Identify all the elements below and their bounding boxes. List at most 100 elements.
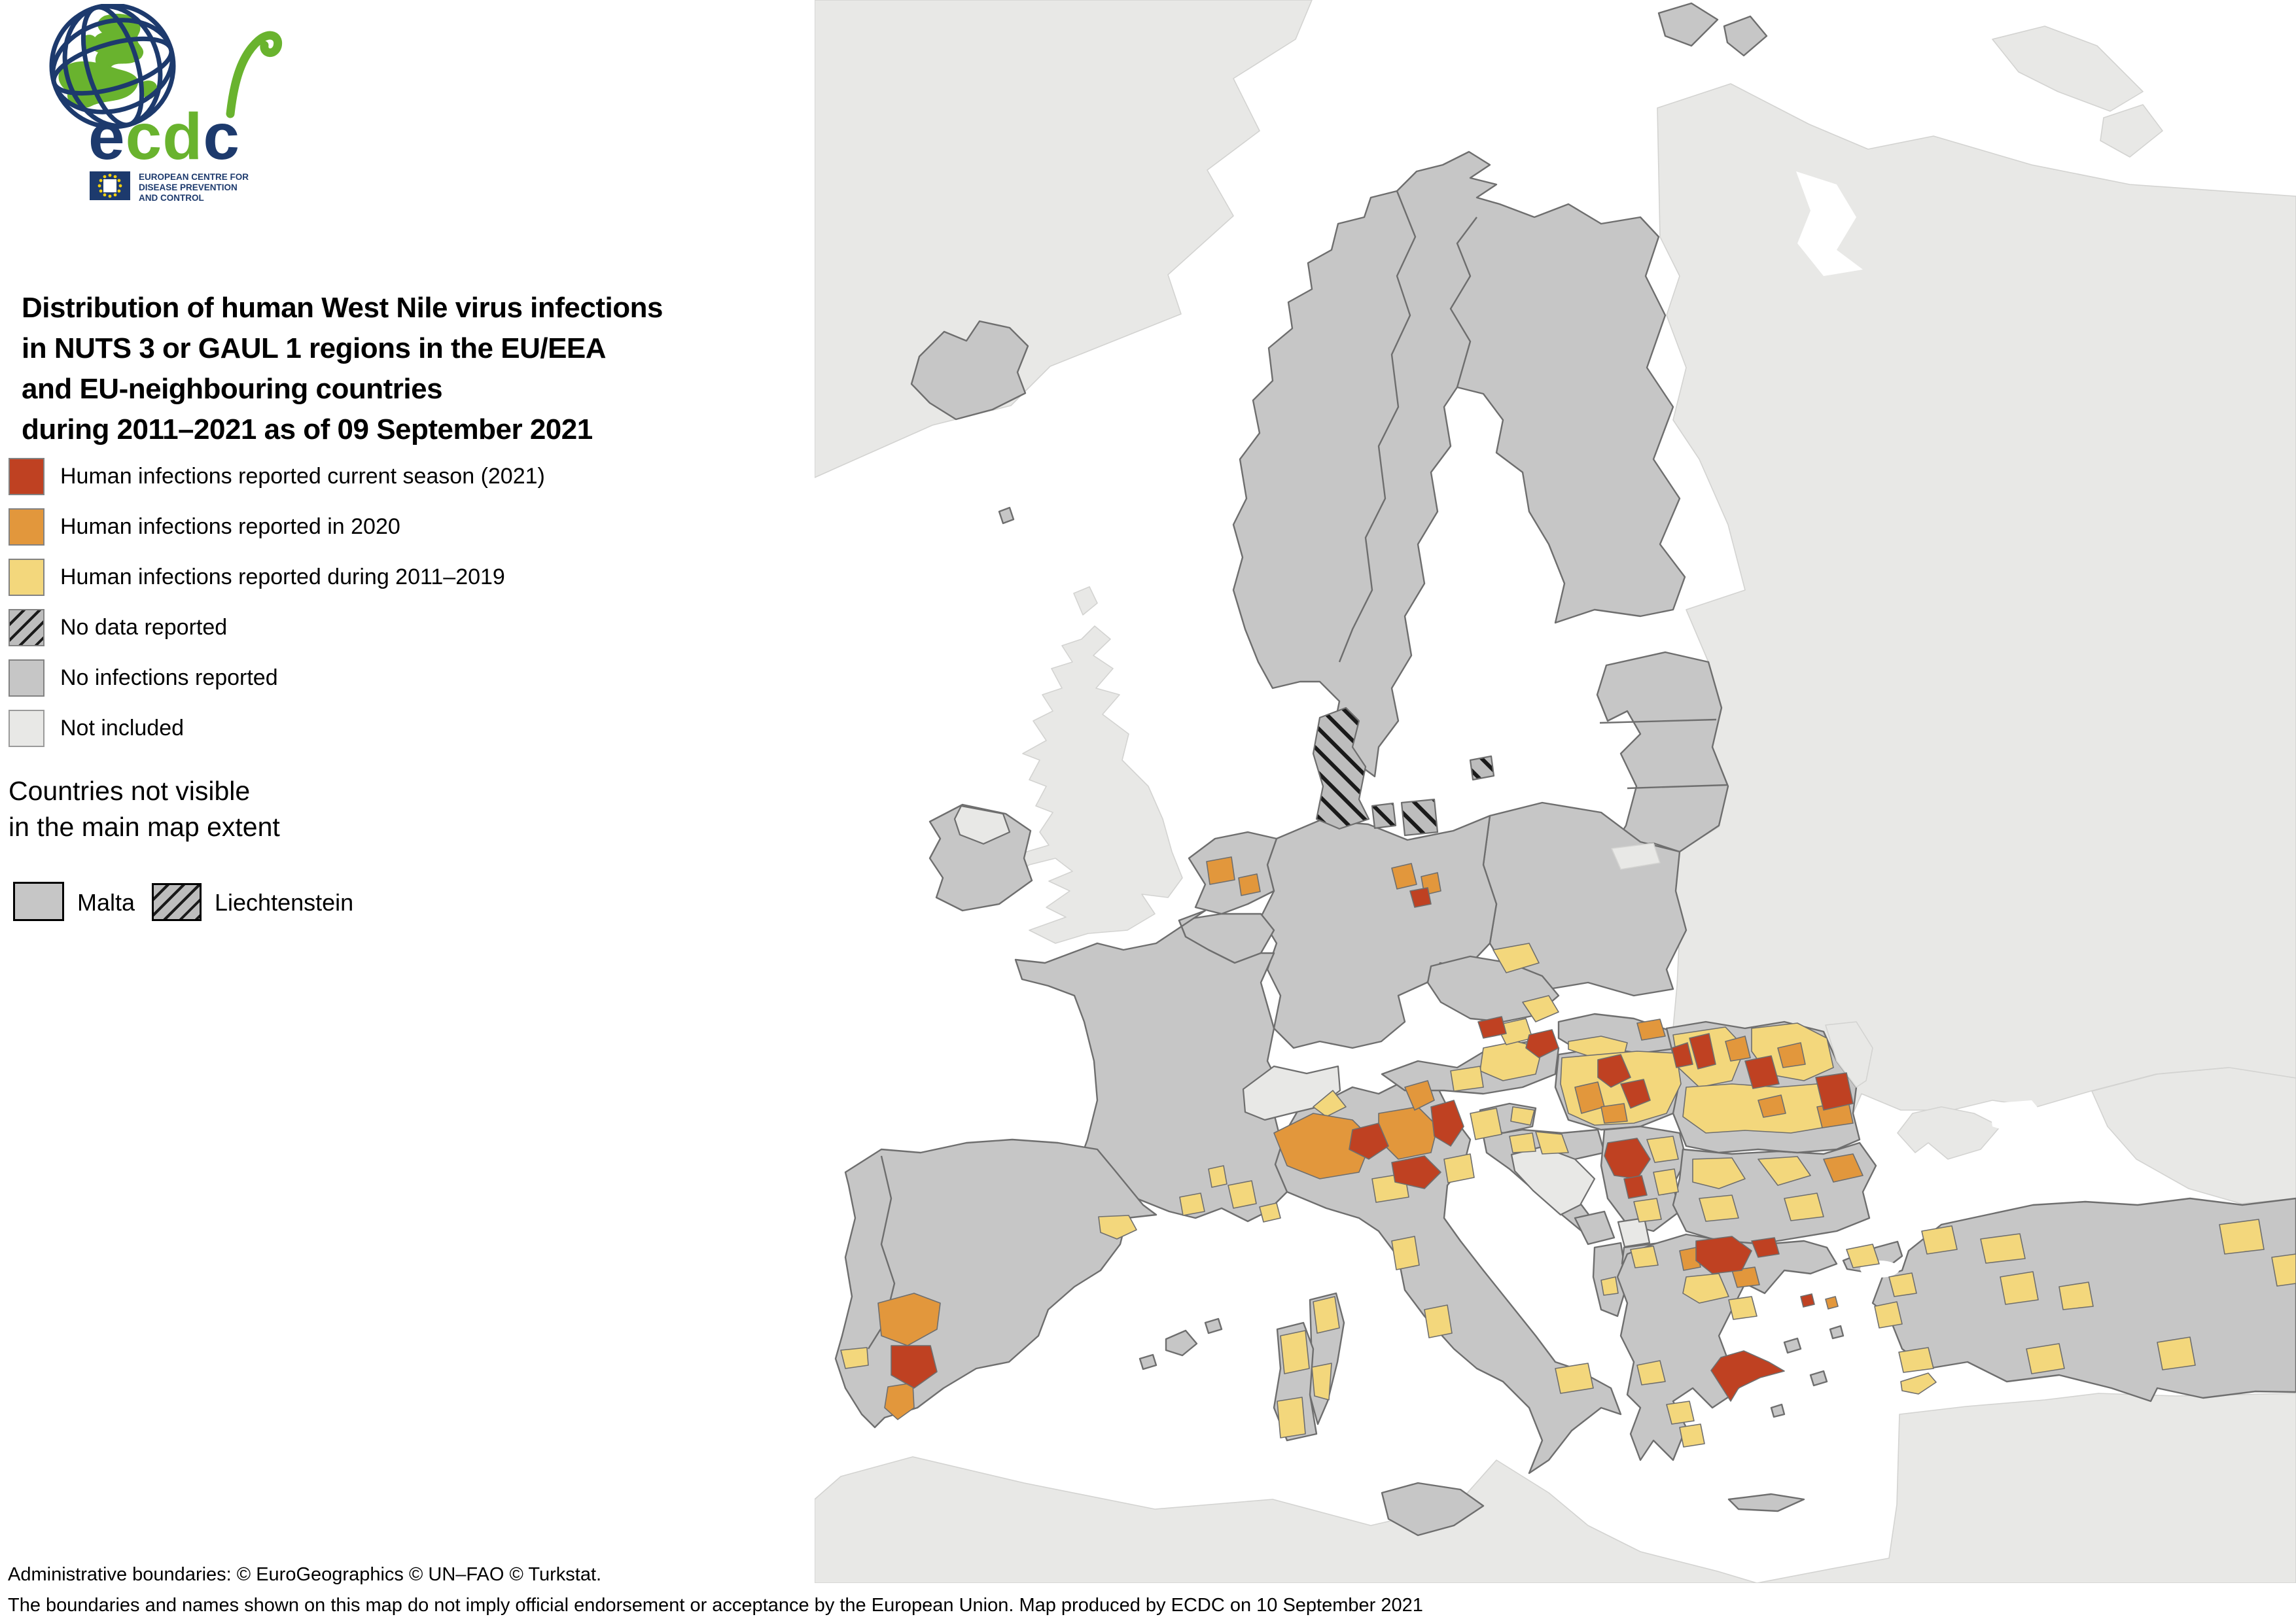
infection-region (1280, 1330, 1310, 1374)
infection-region (1636, 1360, 1666, 1386)
infection-region (1744, 1055, 1780, 1089)
infection-region (1725, 1036, 1751, 1062)
islands-balearic (1165, 1329, 1198, 1357)
infection-region (1470, 1107, 1502, 1140)
islands-balearic (1139, 1353, 1157, 1370)
infection-region (1391, 1236, 1420, 1270)
legend-label: Human infections reported in 2020 (60, 514, 400, 539)
islands-novaya-zemlya (2100, 104, 2163, 158)
islands-faroe (998, 506, 1015, 525)
infection-region (1443, 1153, 1475, 1183)
ecdc-wordmark: ecdc (88, 100, 240, 173)
infection-region (1311, 1363, 1332, 1401)
legend-item-not-included: Not included (9, 710, 545, 747)
infection-region (1815, 1072, 1854, 1111)
white-sea (1796, 171, 1863, 276)
infection-region (1653, 1168, 1679, 1196)
snake-swash-icon (226, 31, 283, 118)
islands-shetland (1073, 586, 1098, 616)
legend-label: No infections reported (60, 665, 278, 690)
legend-swatch-2020 (9, 508, 44, 546)
infection-region (1784, 1193, 1824, 1221)
islands-svalbard (1723, 15, 1768, 57)
island-funen (1371, 802, 1397, 829)
infection-region (1227, 1180, 1257, 1209)
border-latvia-lithuania (1627, 784, 1727, 790)
title-line: and EU-neighbouring countries (22, 373, 443, 405)
infection-region (1600, 1103, 1628, 1124)
inset-heading-line: in the main map extent (9, 812, 280, 842)
infection-region (877, 1293, 941, 1346)
infection-region (1555, 1363, 1594, 1394)
infection-region (2157, 1336, 2196, 1370)
infection-region (1391, 1155, 1441, 1189)
islands-balearic (1204, 1317, 1223, 1334)
svg-text:AND CONTROL: AND CONTROL (139, 193, 204, 203)
infection-region (2000, 1271, 2039, 1305)
regions-2011-2019 (840, 943, 2296, 1448)
infection-region (2271, 1253, 2296, 1287)
greek-islands (1783, 1337, 1802, 1354)
legend-label: Not included (60, 716, 185, 741)
infection-region (1846, 1244, 1880, 1268)
inset-swatch-malta (13, 882, 64, 921)
infection-region (1666, 1401, 1695, 1425)
infection-region (1692, 1157, 1746, 1189)
infection-region (1409, 887, 1432, 908)
infection-region (1238, 873, 1261, 896)
infection-region (1313, 1090, 1347, 1117)
legend-item-no-data: No data reported (9, 609, 545, 646)
region-kosovo (1617, 1217, 1651, 1248)
border-norway-sweden (1338, 190, 1417, 663)
islands-novaya-zemlya (1992, 26, 2144, 112)
island-crete (1727, 1493, 1805, 1512)
infection-region (840, 1347, 869, 1369)
credit-line: The boundaries and names shown on this m… (8, 1595, 1423, 1616)
north-africa (815, 1456, 1757, 1583)
infection-region (1208, 1165, 1227, 1188)
org-name: EUROPEAN CENTRE FOR DISEASE PREVENTION A… (139, 172, 249, 203)
infection-region (1757, 1156, 1811, 1186)
infection-region (1679, 1247, 1701, 1271)
infection-region (1623, 1175, 1648, 1199)
infection-region (1777, 1042, 1806, 1068)
infection-region (1206, 856, 1235, 885)
infection-region (1671, 1042, 1693, 1068)
country-iceland (910, 320, 1029, 421)
infection-region (1757, 1094, 1786, 1118)
infection-region (2058, 1281, 2094, 1310)
region-russia-belarus-ukraine (1657, 83, 2296, 1117)
legend-swatch-2011-2019 (9, 559, 44, 596)
border-sweden-finland (1449, 217, 1477, 388)
regions-2021 (891, 887, 1854, 1402)
greek-islands (1829, 1325, 1845, 1340)
infection-region (1825, 1296, 1839, 1310)
middle-east (1756, 1393, 2296, 1583)
infection-region (2219, 1219, 2265, 1255)
island-bornholm (1469, 755, 1495, 781)
country-montenegro (1574, 1210, 1616, 1246)
infection-region (1510, 1106, 1535, 1126)
infection-region (1731, 1266, 1760, 1288)
title-line: in NUTS 3 or GAUL 1 regions in the EU/EE… (22, 332, 607, 364)
infection-region (1874, 1301, 1903, 1329)
infection-region (1695, 1236, 1752, 1274)
infection-region (1259, 1202, 1281, 1223)
inset-heading-line: Countries not visible (9, 776, 251, 806)
infection-region (1522, 995, 1559, 1022)
border-estonia-latvia (1599, 718, 1717, 724)
europe-choropleth-map (815, 0, 2296, 1583)
infection-region (1682, 1083, 1836, 1134)
legend-item-2011-2019: Human infections reported during 2011–20… (9, 559, 545, 596)
region-kaliningrad (1611, 843, 1661, 870)
infection-region (1404, 1080, 1435, 1111)
legend-label: Human infections reported during 2011–20… (60, 565, 505, 589)
region-crimea (1897, 1106, 2001, 1160)
title-line: during 2011–2021 as of 09 September 2021 (22, 413, 593, 445)
island-zealand (1400, 798, 1439, 837)
map-title: Distribution of human West Nile virus in… (22, 288, 663, 450)
legend-label: No data reported (60, 615, 228, 640)
infection-region (1679, 1423, 1705, 1448)
infection-region (1597, 1054, 1631, 1088)
